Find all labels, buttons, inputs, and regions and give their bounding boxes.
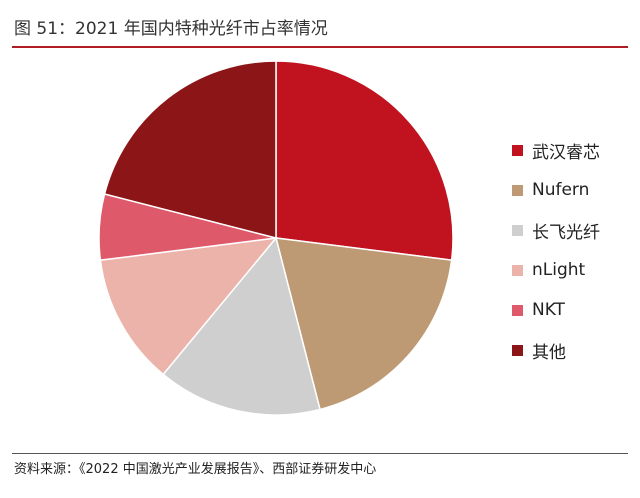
legend-swatch (512, 224, 523, 236)
legend-swatch (512, 304, 523, 316)
legend-swatch (512, 144, 523, 156)
source-note: 资料来源：《2022 中国激光产业发展报告》、西部证券研发中心 (14, 462, 377, 477)
legend-label: 武汉睿芯 (532, 142, 600, 163)
footer-divider (12, 453, 628, 454)
legend-label: NKT (532, 300, 565, 320)
legend-item-5: 其他 (512, 330, 600, 370)
legend-swatch (512, 344, 523, 356)
legend-label: 长飞光纤 (532, 222, 600, 243)
legend-label: 其他 (532, 342, 566, 363)
pie-slice-2 (162, 236, 321, 416)
legend: 武汉睿芯 Nufern 长飞光纤 nLight NKT 其他 (512, 130, 600, 370)
legend-item-4: NKT (512, 290, 600, 330)
pie-slice-0 (275, 60, 454, 262)
legend-swatch (512, 184, 523, 196)
pie-slice-5 (103, 60, 277, 239)
legend-swatch (512, 264, 523, 276)
legend-item-3: nLight (512, 250, 600, 290)
pie-slice-1 (274, 237, 453, 411)
pie-slice-3 (99, 237, 278, 376)
legend-item-1: Nufern (512, 170, 600, 210)
title-divider (12, 46, 628, 48)
legend-label: nLight (532, 260, 586, 280)
chart-title: 图 51：2021 年国内特种光纤市占率情况 (14, 19, 328, 39)
legend-item-0: 武汉睿芯 (512, 130, 600, 170)
legend-item-2: 长飞光纤 (512, 210, 600, 250)
legend-label: Nufern (532, 180, 590, 200)
